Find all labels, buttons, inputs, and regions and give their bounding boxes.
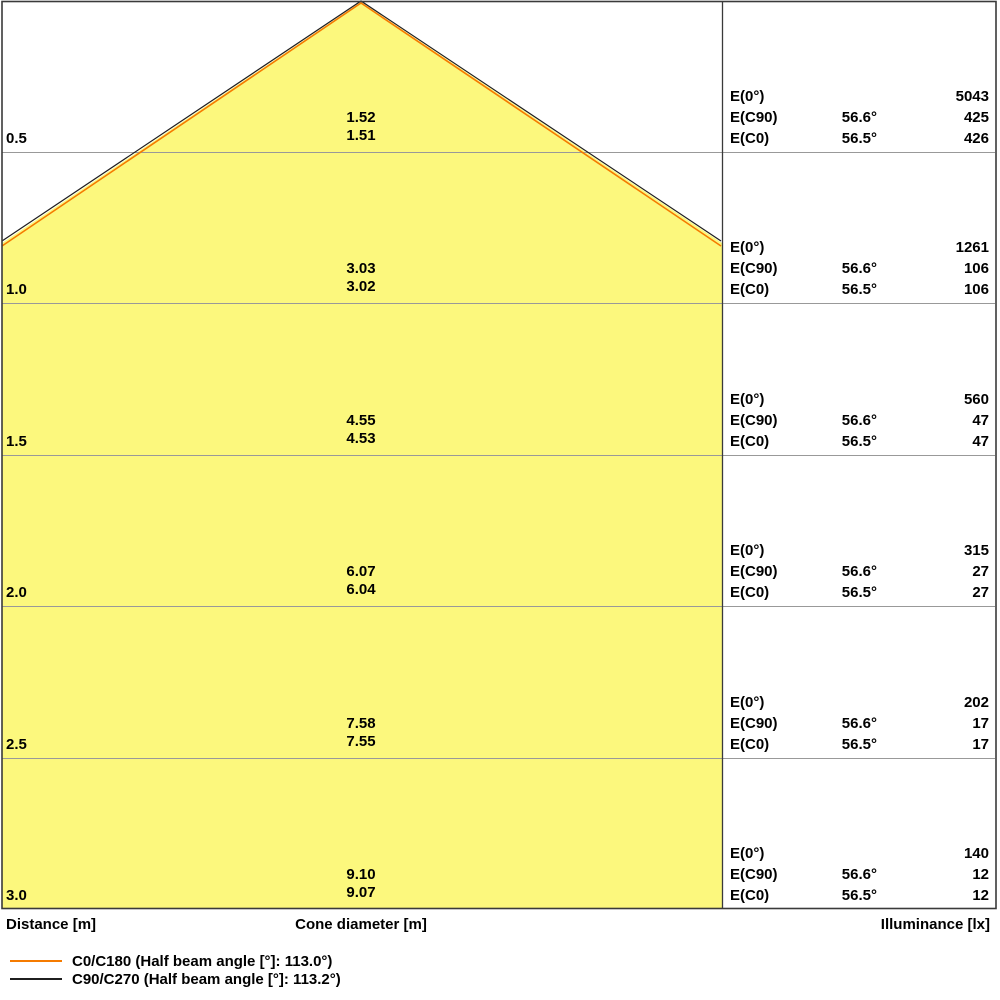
cone-diameter-c0: 3.02 bbox=[346, 278, 376, 295]
cone-diameter-pair: 3.03 3.02 bbox=[161, 260, 561, 296]
e0-angle bbox=[825, 86, 877, 107]
ec90-label: E(C90) bbox=[730, 563, 778, 580]
distance-label: 2.5 bbox=[6, 736, 27, 753]
e0-value: 140 bbox=[963, 845, 989, 862]
legend-item-c90-c270: C90/C270 (Half beam angle [°]: 113.2°) bbox=[10, 970, 341, 988]
cone-diameter-c90: 9.10 bbox=[346, 866, 376, 883]
ec0-angle: 56.5° bbox=[841, 584, 877, 601]
cone-edge-c0-line bbox=[1, 2, 722, 247]
ec0-label: E(C0) bbox=[730, 281, 770, 298]
e0-value: 1261 bbox=[955, 239, 989, 256]
ec0-label: E(C0) bbox=[730, 433, 770, 450]
legend-label-c0-c180: C0/C180 (Half beam angle [°]: 113.0°) bbox=[72, 952, 333, 970]
ec90-value: 17 bbox=[972, 715, 989, 732]
cone-diameter-pair: 7.58 7.55 bbox=[161, 715, 561, 751]
illuminance-block: E(0°) 1261 E(C90) 56.6° 106 E(C0) 56.5° 106 bbox=[723, 237, 996, 300]
e0-label: E(0°) bbox=[730, 694, 765, 711]
illuminance-axis-label: Illuminance [lx] bbox=[880, 916, 990, 933]
e0-value: 560 bbox=[963, 391, 989, 408]
ec0-value: 47 bbox=[972, 433, 989, 450]
e0-angle bbox=[825, 692, 877, 713]
ec90-value: 12 bbox=[972, 866, 989, 883]
ec90-label: E(C90) bbox=[730, 109, 778, 126]
ec0-angle: 56.5° bbox=[841, 887, 877, 904]
legend: C0/C180 (Half beam angle [°]: 113.0°) C9… bbox=[10, 952, 341, 988]
ec90-angle: 56.6° bbox=[841, 563, 877, 580]
ec0-value: 17 bbox=[972, 736, 989, 753]
ec90-value: 106 bbox=[963, 260, 989, 277]
ec90-label: E(C90) bbox=[730, 866, 778, 883]
ec0-label: E(C0) bbox=[730, 887, 770, 904]
ec0-label: E(C0) bbox=[730, 736, 770, 753]
legend-item-c0-c180: C0/C180 (Half beam angle [°]: 113.0°) bbox=[10, 952, 341, 970]
ec90-angle: 56.6° bbox=[841, 866, 877, 883]
e0-angle bbox=[825, 237, 877, 258]
e0-angle bbox=[825, 540, 877, 561]
ec0-value: 106 bbox=[963, 281, 989, 298]
cone-diameter-pair: 4.55 4.53 bbox=[161, 412, 561, 448]
distance-label: 1.0 bbox=[6, 281, 27, 298]
e0-value: 5043 bbox=[955, 88, 989, 105]
ec90-label: E(C90) bbox=[730, 715, 778, 732]
ec0-label: E(C0) bbox=[730, 130, 770, 147]
e0-value: 315 bbox=[963, 542, 989, 559]
distance-label: 3.0 bbox=[6, 887, 27, 904]
c0-c180-line-icon bbox=[10, 960, 62, 962]
cone-diameter-c0: 6.04 bbox=[346, 581, 376, 598]
e0-label: E(0°) bbox=[730, 542, 765, 559]
cone-diameter-c90: 6.07 bbox=[346, 563, 376, 580]
cone-diameter-pair: 6.07 6.04 bbox=[161, 563, 561, 599]
illuminance-block: E(0°) 140 E(C90) 56.6° 12 E(C0) 56.5° 12 bbox=[723, 843, 996, 906]
ec0-value: 426 bbox=[963, 130, 989, 147]
distance-gridlines bbox=[2, 152, 995, 759]
e0-value: 202 bbox=[963, 694, 989, 711]
c90-c270-line-icon bbox=[10, 978, 62, 980]
distance-label: 0.5 bbox=[6, 130, 27, 147]
e0-label: E(0°) bbox=[730, 88, 765, 105]
cone-diameter-c0: 7.55 bbox=[346, 733, 376, 750]
ec0-angle: 56.5° bbox=[841, 281, 877, 298]
cone-diameter-c0: 1.51 bbox=[346, 127, 376, 144]
e0-label: E(0°) bbox=[730, 239, 765, 256]
cone-diameter-c90: 7.58 bbox=[346, 715, 376, 732]
legend-label-c90-c270: C90/C270 (Half beam angle [°]: 113.2°) bbox=[72, 970, 341, 988]
ec0-angle: 56.5° bbox=[841, 130, 877, 147]
cone-diameter-pair: 9.10 9.07 bbox=[161, 866, 561, 902]
cone-diagram-canvas bbox=[1, 0, 997, 910]
ec90-value: 27 bbox=[972, 563, 989, 580]
illuminance-block: E(0°) 560 E(C90) 56.6° 47 E(C0) 56.5° 47 bbox=[723, 389, 996, 452]
illuminance-block: E(0°) 202 E(C90) 56.6° 17 E(C0) 56.5° 17 bbox=[723, 692, 996, 755]
cone-diameter-pair: 1.52 1.51 bbox=[161, 109, 561, 145]
cone-diameter-c0: 9.07 bbox=[346, 884, 376, 901]
distance-label: 2.0 bbox=[6, 584, 27, 601]
ec0-angle: 56.5° bbox=[841, 433, 877, 450]
chart-border bbox=[1, 0, 997, 910]
cone-diameter-axis-label: Cone diameter [m] bbox=[295, 916, 427, 933]
ec90-value: 425 bbox=[963, 109, 989, 126]
ec90-angle: 56.6° bbox=[841, 715, 877, 732]
distance-axis-label: Distance [m] bbox=[6, 916, 97, 933]
illuminance-block: E(0°) 5043 E(C90) 56.6° 425 E(C0) 56.5° 426 bbox=[723, 86, 996, 149]
e0-angle bbox=[825, 843, 877, 864]
ec0-value: 27 bbox=[972, 584, 989, 601]
illuminance-block: E(0°) 315 E(C90) 56.6° 27 E(C0) 56.5° 27 bbox=[723, 540, 996, 603]
ec90-value: 47 bbox=[972, 412, 989, 429]
e0-label: E(0°) bbox=[730, 391, 765, 408]
e0-angle bbox=[825, 389, 877, 410]
ec0-angle: 56.5° bbox=[841, 736, 877, 753]
cone-diameter-c90: 1.52 bbox=[346, 109, 376, 126]
cone-diameter-c90: 3.03 bbox=[346, 260, 376, 277]
ec90-angle: 56.6° bbox=[841, 109, 877, 126]
ec0-label: E(C0) bbox=[730, 584, 770, 601]
cone-diameter-c90: 4.55 bbox=[346, 412, 376, 429]
cone-diameter-c0: 4.53 bbox=[346, 430, 376, 447]
ec90-angle: 56.6° bbox=[841, 412, 877, 429]
ec90-label: E(C90) bbox=[730, 412, 778, 429]
ec90-label: E(C90) bbox=[730, 260, 778, 277]
distance-label: 1.5 bbox=[6, 433, 27, 450]
ec0-value: 12 bbox=[972, 887, 989, 904]
e0-label: E(0°) bbox=[730, 845, 765, 862]
ec90-angle: 56.6° bbox=[841, 260, 877, 277]
